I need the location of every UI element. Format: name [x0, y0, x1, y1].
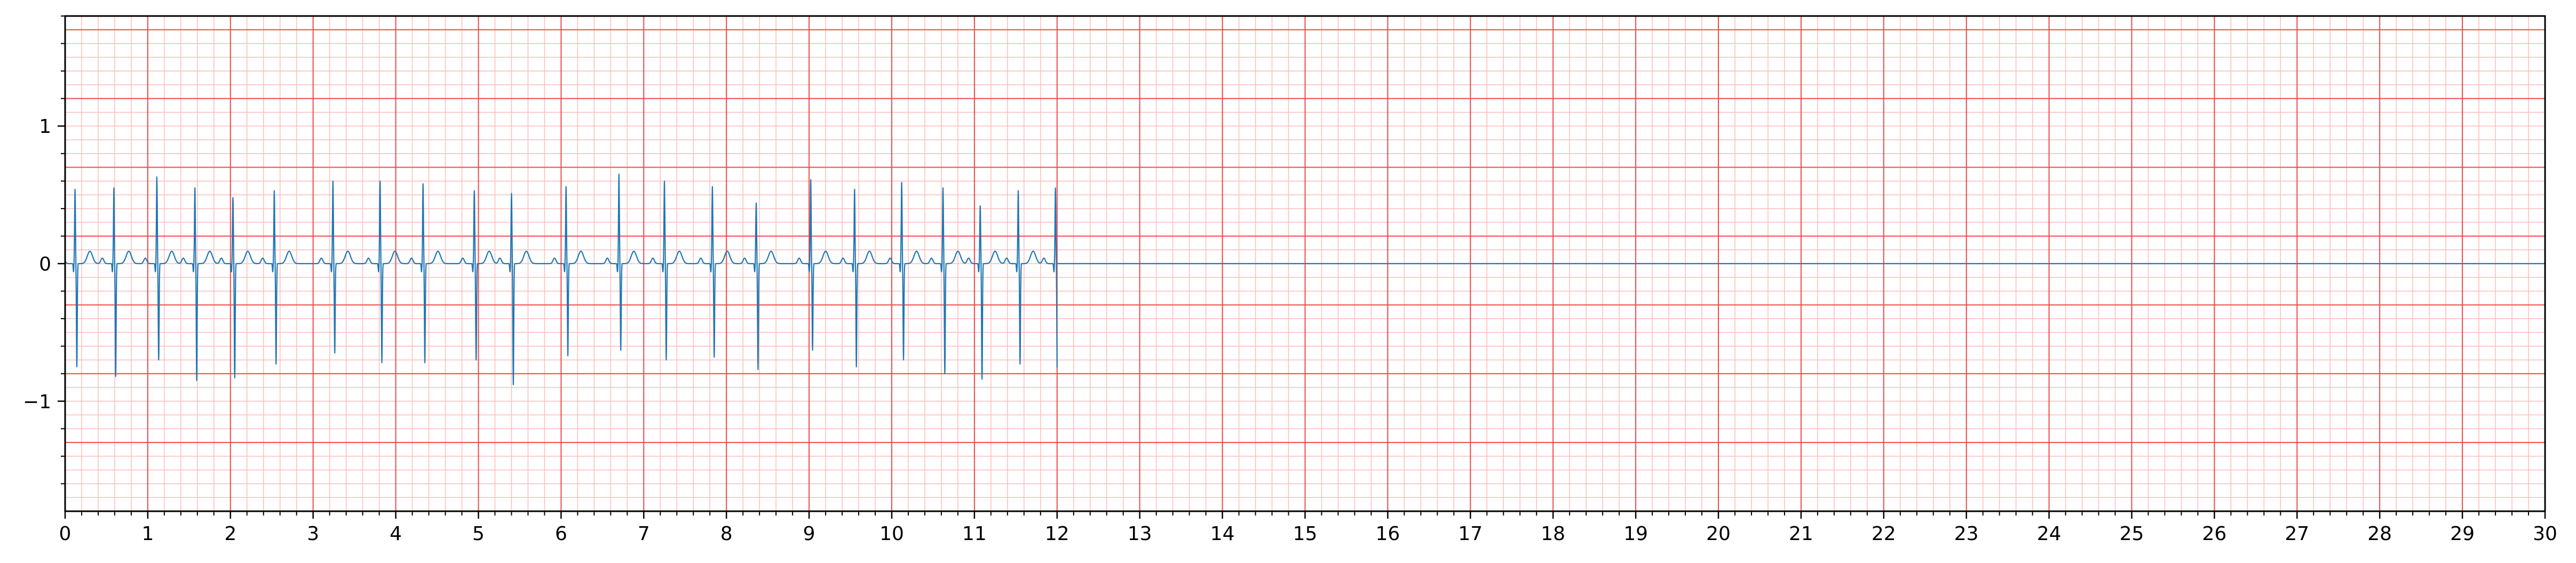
- x-tick-label: 12: [1045, 523, 1069, 545]
- y-tick-label: 0: [39, 253, 51, 275]
- y-axis: 1 0 −1: [23, 15, 65, 485]
- x-tick-label: 21: [1789, 523, 1813, 545]
- x-tick-label: 17: [1458, 523, 1483, 545]
- x-tick-label: 5: [472, 523, 485, 545]
- x-tick-label: 27: [2285, 523, 2309, 545]
- y-tick-label: −1: [23, 391, 51, 413]
- x-tick-label: 2: [224, 523, 236, 545]
- x-tick-label: 25: [2120, 523, 2144, 545]
- x-tick-label: 24: [2037, 523, 2062, 545]
- x-tick-label: 23: [1954, 523, 1979, 545]
- x-tick-label: 22: [1872, 523, 1896, 545]
- x-tick-label: 15: [1293, 523, 1318, 545]
- x-tick-label: 29: [2450, 523, 2475, 545]
- x-tick-label: 26: [2202, 523, 2226, 545]
- x-tick-label: 1: [141, 523, 154, 545]
- x-tick-label: 6: [555, 523, 567, 545]
- x-tick-label: 4: [390, 523, 402, 545]
- y-tick-label: 1: [39, 116, 51, 138]
- x-tick-label: 8: [720, 523, 733, 545]
- x-tick-label: 7: [638, 523, 650, 545]
- x-tick-label: 13: [1128, 523, 1152, 545]
- x-tick-label: 0: [59, 523, 72, 545]
- x-tick-label: 19: [1623, 523, 1648, 545]
- ecg-signal-line: [65, 173, 1058, 385]
- ecg-trace-layer: [65, 173, 2545, 385]
- x-tick-label: 16: [1375, 523, 1400, 545]
- x-tick-label: 18: [1541, 523, 1565, 545]
- x-tick-label: 9: [803, 523, 815, 545]
- x-tick-label: 20: [1706, 523, 1731, 545]
- x-axis: 0 1 2 3 4 5 6 7 8 9 10 11 12 13 14 15 16 17 18 19 20 21 22 23 24…: [59, 511, 2557, 545]
- x-tick-label: 3: [307, 523, 319, 545]
- x-tick-label: 10: [879, 523, 904, 545]
- x-tick-label: 14: [1210, 523, 1235, 545]
- x-tick-label: 11: [962, 523, 987, 545]
- x-tick-label: 28: [2367, 523, 2392, 545]
- x-tick-label: 30: [2533, 523, 2557, 545]
